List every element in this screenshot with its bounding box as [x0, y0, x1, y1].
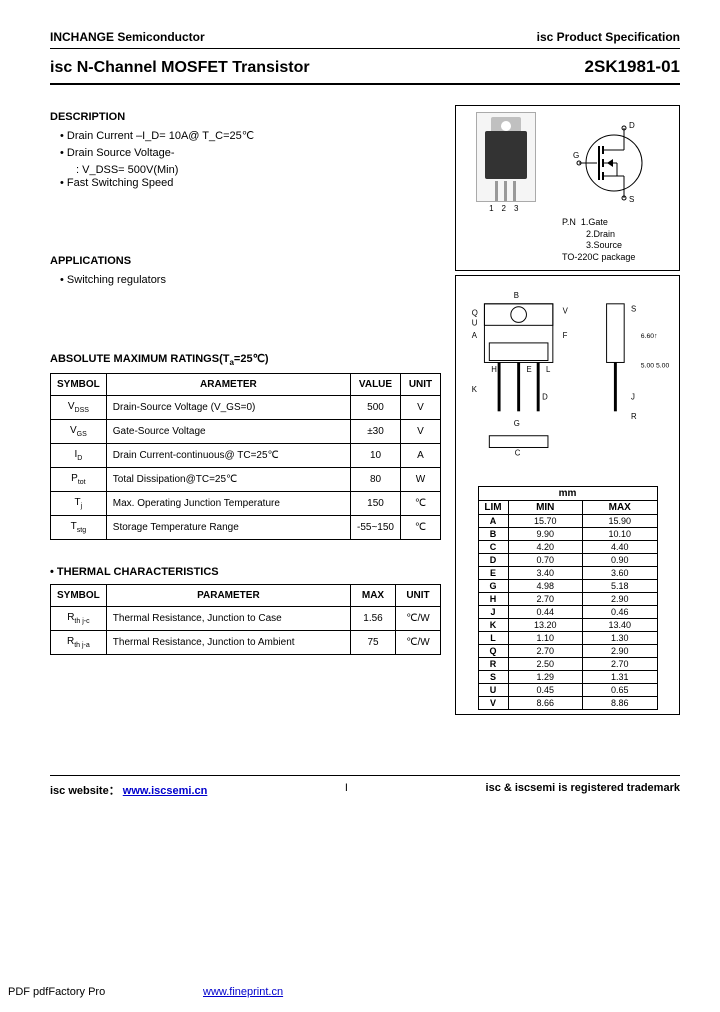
- table-row: IDDrain Current-continuous@ TC=25℃10A: [51, 444, 441, 468]
- package-outline-icon: B V F A Q U H E L K G D C S J: [460, 282, 675, 482]
- title-row: isc N-Channel MOSFET Transistor 2SK1981-…: [50, 57, 680, 85]
- dimensions-table: mm LIM MIN MAX A15.7015.90B9.9010.10C4.2…: [478, 486, 658, 710]
- table-row: G4.985.18: [478, 579, 657, 592]
- svg-text:B: B: [514, 291, 519, 300]
- table-row: PtotTotal Dissipation@TC=25℃80W: [51, 468, 441, 492]
- applications-heading: APPLICATIONS: [50, 255, 441, 267]
- desc-item: Drain Current –I_D= 10A@ T_C=25℃: [60, 129, 441, 143]
- table-row: K13.2013.40: [478, 618, 657, 631]
- website-link[interactable]: www.iscsemi.cn: [123, 785, 208, 797]
- product-title: isc N-Channel MOSFET Transistor: [50, 59, 310, 77]
- svg-text:G: G: [514, 419, 520, 428]
- table-row: Q2.702.90: [478, 644, 657, 657]
- table-row: J0.440.46: [478, 605, 657, 618]
- doc-type: isc Product Specification: [537, 30, 680, 44]
- svg-text:L: L: [546, 365, 551, 374]
- pin-numbers: 123: [476, 204, 536, 213]
- svg-text:F: F: [563, 331, 568, 340]
- right-column: 123: [455, 105, 680, 715]
- table-header-row: SYMBOL PARAMETER MAX UNIT: [51, 585, 441, 607]
- desc-item: Drain Source Voltage-: [60, 146, 441, 160]
- table-row: L1.101.30: [478, 631, 657, 644]
- company-name: INCHANGE Semiconductor: [50, 30, 205, 44]
- svg-text:S: S: [629, 195, 634, 204]
- desc-item: Fast Switching Speed: [60, 176, 441, 190]
- left-column: DESCRIPTION Drain Current –I_D= 10A@ T_C…: [50, 105, 441, 715]
- pdf-factory-footer: PDF pdfFactory Pro www.fineprint.cn: [0, 980, 720, 1004]
- svg-text:E: E: [526, 365, 531, 374]
- svg-text:D: D: [542, 392, 548, 401]
- package-symbol-box: 123: [455, 105, 680, 271]
- table-row: B9.9010.10: [478, 527, 657, 540]
- table-row: D0.700.90: [478, 553, 657, 566]
- table-row: TstgStorage Temperature Range-55~150℃: [51, 516, 441, 540]
- table-row: U0.450.65: [478, 683, 657, 696]
- table-header-row: LIM MIN MAX: [478, 500, 657, 514]
- to220-photo: 123: [476, 112, 536, 213]
- fineprint-link[interactable]: www.fineprint.cn: [203, 986, 283, 998]
- footer-site: isc website： www.iscsemi.cn: [50, 782, 207, 798]
- table-row: Rth j-aThermal Resistance, Junction to A…: [51, 631, 441, 655]
- table-row: TjMax. Operating Junction Temperature150…: [51, 492, 441, 516]
- table-row: V8.668.86: [478, 696, 657, 709]
- svg-text:A: A: [472, 331, 478, 340]
- outline-drawing-box: B V F A Q U H E L K G D C S J: [455, 275, 680, 715]
- table-row: VDSSDrain-Source Voltage (V_GS=0)500V: [51, 396, 441, 420]
- table-row: C4.204.40: [478, 540, 657, 553]
- desc-item-sub: : V_DSS= 500V(Min): [60, 164, 441, 176]
- svg-text:Q: Q: [472, 308, 478, 317]
- table-row: VGSGate-Source Voltage±30V: [51, 420, 441, 444]
- app-item: Switching regulators: [60, 273, 441, 287]
- svg-text:6.60↑: 6.60↑: [641, 333, 658, 340]
- svg-text:K: K: [472, 385, 478, 394]
- table-row: E3.403.60: [478, 566, 657, 579]
- content-wrap: DESCRIPTION Drain Current –I_D= 10A@ T_C…: [50, 105, 680, 715]
- svg-text:R: R: [631, 412, 637, 421]
- mosfet-symbol-icon: G D S: [569, 118, 659, 208]
- description-list: Drain Current –I_D= 10A@ T_C=25℃ Drain S…: [50, 129, 441, 190]
- svg-text:D: D: [629, 121, 635, 130]
- table-row: A15.7015.90: [478, 514, 657, 527]
- pin-legend: P.N 1.Gate 2.Drain 3.Source TO-220C pack…: [462, 217, 673, 264]
- svg-text:H: H: [491, 365, 497, 374]
- table-row: Rth j-cThermal Resistance, Junction to C…: [51, 607, 441, 631]
- th-unit: UNIT: [401, 374, 441, 396]
- top-header: INCHANGE Semiconductor isc Product Speci…: [50, 30, 680, 49]
- table-row: S1.291.31: [478, 670, 657, 683]
- svg-text:U: U: [472, 318, 478, 327]
- ratings-heading: ABSOLUTE MAXIMUM RATINGS(Ta=25℃): [50, 352, 441, 367]
- th-symbol: SYMBOL: [51, 374, 107, 396]
- svg-text:C: C: [515, 448, 521, 457]
- svg-text:5.00 5.00: 5.00 5.00: [641, 362, 670, 369]
- th-param: ARAMETER: [106, 374, 350, 396]
- table-row: R2.502.70: [478, 657, 657, 670]
- ratings-table: SYMBOL ARAMETER VALUE UNIT VDSSDrain-Sou…: [50, 373, 441, 540]
- table-header-row: SYMBOL ARAMETER VALUE UNIT: [51, 374, 441, 396]
- th-value: VALUE: [351, 374, 401, 396]
- part-number: 2SK1981-01: [585, 57, 680, 77]
- datasheet-page: INCHANGE Semiconductor isc Product Speci…: [0, 0, 720, 980]
- footer-trademark: isc & iscsemi is registered trademark: [486, 782, 680, 798]
- thermal-table: SYMBOL PARAMETER MAX UNIT Rth j-cThermal…: [50, 584, 441, 655]
- table-row: H2.702.90: [478, 592, 657, 605]
- svg-text:J: J: [631, 392, 635, 401]
- applications-list: Switching regulators: [50, 273, 441, 287]
- page-footer: isc website： www.iscsemi.cn I isc & iscs…: [50, 775, 680, 798]
- thermal-heading: • THERMAL CHARACTERISTICS: [50, 566, 441, 578]
- svg-text:S: S: [631, 304, 636, 313]
- description-heading: DESCRIPTION: [50, 111, 441, 123]
- svg-text:G: G: [573, 151, 579, 160]
- svg-text:V: V: [563, 306, 569, 315]
